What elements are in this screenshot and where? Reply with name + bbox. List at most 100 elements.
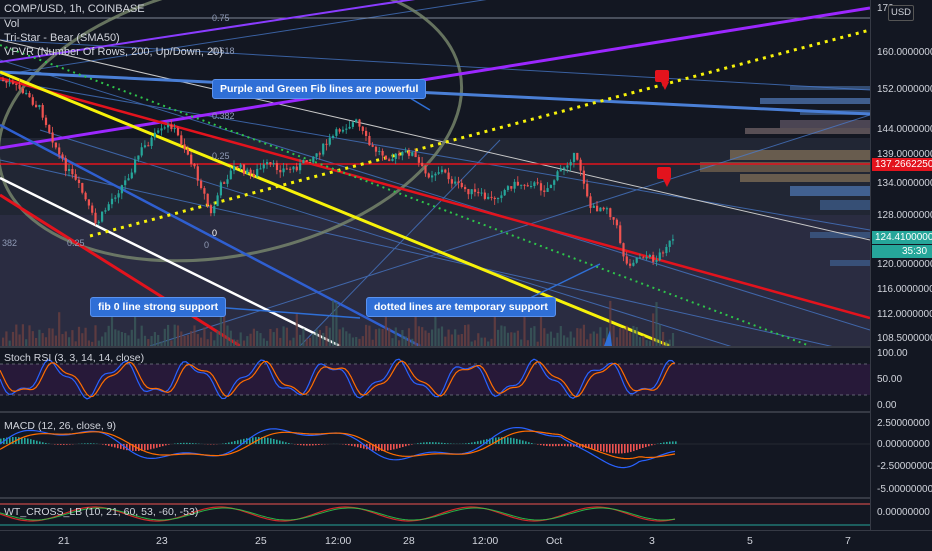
legend-tristar[interactable]: Tri-Star - Bear (SMA50) [4, 32, 120, 44]
price-chart[interactable]: 0.75 0.618 0.382 0.25 0.25 0 0 382 [0, 0, 870, 530]
candle-body [118, 193, 120, 197]
volume-bar [108, 326, 110, 346]
candle-body [38, 105, 40, 107]
candle-body [593, 206, 595, 208]
macd-histogram-bar [318, 444, 320, 445]
candle-body [543, 191, 545, 192]
volume-bar [672, 333, 674, 346]
divider-macd[interactable] [0, 411, 870, 413]
macd-title[interactable]: MACD (12, 26, close, 9) [4, 420, 116, 432]
volume-bar [114, 329, 116, 346]
candle-body [306, 160, 308, 162]
volume-bar [632, 326, 634, 346]
time-axis[interactable]: 21 23 25 12:00 28 12:00 Oct 3 5 7 [0, 530, 932, 551]
candle-body [589, 196, 591, 208]
volume-bar [253, 329, 255, 346]
volume-bar [335, 302, 337, 346]
macd-histogram-bar [159, 444, 161, 447]
macd-histogram-bar [156, 444, 158, 448]
macd-histogram-bar [396, 444, 398, 449]
volume-bar [500, 326, 502, 346]
candle-body [481, 193, 483, 194]
macd-histogram-bar [162, 444, 164, 446]
candle-body [477, 192, 479, 193]
volume-bar [639, 337, 641, 346]
volume-bar [302, 329, 304, 346]
symbol-title[interactable]: COMP/USD, 1h, COINBASE [4, 3, 145, 15]
volume-bar [352, 337, 354, 346]
candle-body [424, 166, 426, 173]
macd-histogram-bar [285, 442, 287, 444]
stoch-rsi-title[interactable]: Stoch RSI (3, 3, 14, 14, close) [4, 352, 144, 364]
candle-body [349, 127, 351, 129]
candle-body [382, 151, 384, 156]
macd-histogram-bar [675, 441, 677, 444]
volume-bar [273, 332, 275, 346]
macd-histogram-bar [303, 444, 305, 445]
currency-badge[interactable]: USD [888, 5, 914, 21]
volume-bar [543, 328, 545, 346]
candle-body [487, 197, 489, 199]
candle-body [256, 169, 258, 176]
candle-body [606, 208, 608, 209]
volume-bar [81, 333, 83, 346]
note-purple-green-fib[interactable]: Purple and Green Fib lines are powerful [212, 79, 426, 99]
candle-body [523, 185, 525, 186]
macd-histogram-bar [507, 437, 509, 444]
volume-bar [566, 337, 568, 346]
volume-bar [375, 329, 377, 346]
volume-bar [418, 326, 420, 346]
candle-body [530, 186, 532, 187]
macd-histogram-bar [666, 442, 668, 444]
macd-histogram-bar [435, 442, 437, 444]
candle-body [573, 153, 575, 162]
candle-body [322, 144, 324, 155]
volume-bar [306, 339, 308, 346]
candle-body [121, 185, 123, 193]
candle-body [141, 147, 143, 155]
note-fib0-support[interactable]: fib 0 line strong support [90, 297, 226, 317]
legend-vol[interactable]: Vol [4, 18, 19, 30]
macd-histogram-bar [621, 444, 623, 453]
macd-histogram-bar [63, 444, 65, 445]
divider-wt[interactable] [0, 497, 870, 499]
macd-histogram-bar [309, 444, 311, 446]
wt-cross-title[interactable]: WT_CROSS_LB (10, 21, 60, 53, -60, -53) [4, 506, 198, 518]
candle-body [266, 162, 268, 164]
macd-histogram-bar [357, 444, 359, 447]
macd-histogram-bar [627, 444, 629, 453]
fib-label-0: 0 [204, 240, 209, 250]
candle-body [448, 173, 450, 180]
volume-bar [312, 333, 314, 346]
candle-body [104, 210, 106, 211]
candle-body [250, 170, 252, 174]
macd-histogram-bar [411, 444, 413, 445]
volume-bar [174, 325, 176, 346]
volume-bar [35, 338, 37, 346]
volume-bar [464, 325, 466, 346]
volume-bar [368, 326, 370, 346]
macd-histogram-bar [297, 444, 299, 445]
time-label: 7 [845, 535, 851, 547]
note-dotted-support[interactable]: dotted lines are temporary support [366, 297, 556, 317]
volume-bar [137, 339, 139, 346]
volume-bar [477, 333, 479, 346]
macd-histogram-bar [228, 442, 230, 444]
volume-bar [365, 325, 367, 346]
macd-histogram-bar [276, 440, 278, 444]
candle-body [441, 170, 443, 173]
price-axis[interactable]: 170 160.00000000 152.00000000 144.000000… [870, 0, 932, 530]
volume-bar [451, 334, 453, 346]
legend-vpvr[interactable]: VPVR (Number Of Rows, 200, Up/Down, 20) [4, 46, 223, 58]
volume-bar [42, 333, 44, 346]
time-label: Oct [546, 535, 562, 547]
volume-bar [28, 325, 30, 346]
macd-histogram-bar [387, 444, 389, 450]
candle-body [474, 189, 476, 192]
volume-bar [15, 325, 17, 346]
candle-body [375, 147, 377, 152]
volume-bar [141, 326, 143, 346]
candle-body [259, 168, 261, 169]
candle-body [639, 257, 641, 258]
divider-stoch[interactable] [0, 346, 870, 348]
